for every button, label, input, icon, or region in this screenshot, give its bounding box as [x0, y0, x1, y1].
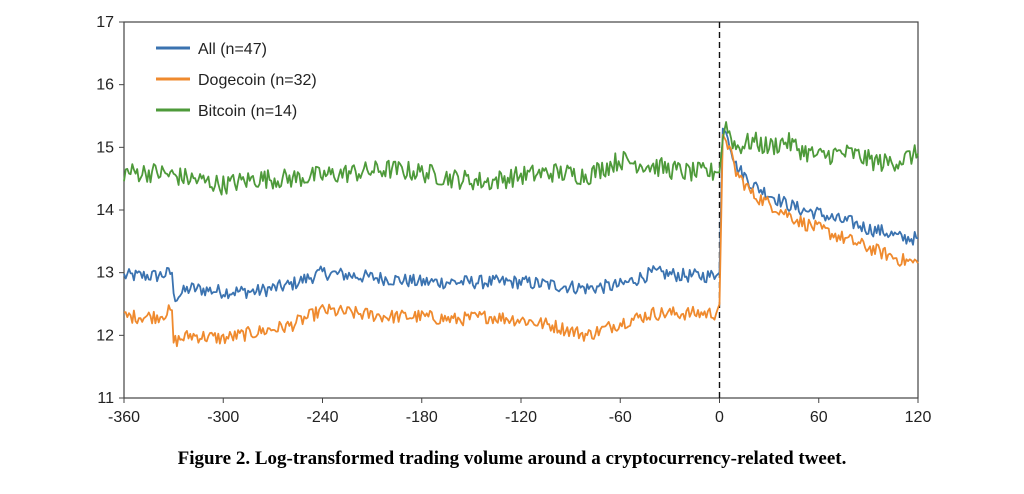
series-layer [123, 121, 919, 348]
x-tick-label: -240 [306, 409, 338, 426]
y-tick-label: 14 [96, 202, 114, 219]
legend: All (n=47) Dogecoin (n=32) Bitcoin (n=14) [156, 41, 317, 120]
series-line-1 [123, 127, 919, 303]
x-tick-label: -120 [505, 409, 537, 426]
series-line-2 [123, 133, 919, 348]
x-tick-label: -300 [207, 409, 239, 426]
x-tick-label: -60 [609, 409, 632, 426]
y-axis-ticks: 11 12 13 14 15 16 17 [96, 14, 124, 407]
y-tick-label: 11 [97, 390, 114, 407]
x-tick-label: 120 [905, 409, 932, 426]
legend-label-2: Dogecoin (n=32) [198, 72, 317, 89]
x-tick-label: -180 [406, 409, 438, 426]
legend-label-1: All (n=47) [198, 41, 267, 58]
line-chart: -360 -300 -240 -180 -120 -60 0 60 120 11 12 13 14 15… [96, 14, 931, 426]
y-tick-label: 13 [96, 265, 114, 282]
y-tick-label: 17 [96, 14, 114, 31]
legend-label-3: Bitcoin (n=14) [198, 103, 297, 120]
x-tick-label: 60 [810, 409, 828, 426]
x-tick-label: 0 [715, 409, 724, 426]
y-tick-label: 15 [96, 139, 114, 156]
x-axis-ticks: -360 -300 -240 -180 -120 -60 0 60 120 [108, 398, 931, 426]
series-line-3 [123, 121, 919, 196]
y-tick-label: 16 [96, 77, 114, 94]
y-tick-label: 12 [96, 327, 114, 344]
figure-caption: Figure 2. Log-transformed trading volume… [177, 448, 847, 469]
x-tick-label: -360 [108, 409, 140, 426]
